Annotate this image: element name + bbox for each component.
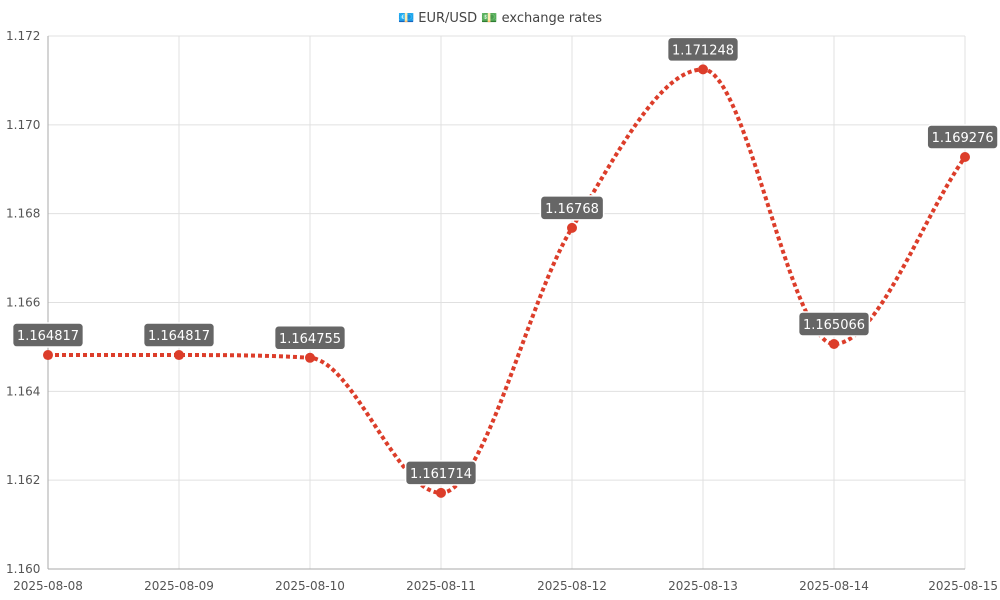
- data-label-box: [797, 311, 871, 337]
- data-label: 1.169276: [926, 124, 999, 150]
- data-label: 1.164817: [142, 322, 216, 348]
- data-label-box: [142, 322, 216, 348]
- data-label-text: 1.169276: [932, 131, 994, 146]
- data-point[interactable]: [960, 151, 970, 162]
- grid: [47, 35, 966, 570]
- series: [43, 64, 970, 498]
- y-tick-label: 1.168: [6, 207, 40, 221]
- x-tick-label: 2025-08-15: [928, 579, 998, 593]
- data-label-text: 1.164755: [279, 332, 341, 347]
- data-point[interactable]: [567, 222, 577, 233]
- data-label-box: [926, 124, 999, 150]
- data-label-box: [666, 36, 740, 63]
- data-label-text: 1.164817: [17, 329, 79, 344]
- x-tick-label: 2025-08-09: [144, 579, 214, 593]
- y-tick-label: 1.164: [6, 384, 40, 398]
- data-label-box: [11, 322, 85, 348]
- y-tick-label: 1.162: [6, 473, 40, 487]
- data-point[interactable]: [698, 64, 708, 75]
- data-point[interactable]: [174, 350, 184, 361]
- data-label-text: 1.16768: [545, 202, 599, 217]
- data-label: 1.161714: [404, 460, 478, 486]
- y-tick-label: 1.160: [6, 562, 40, 576]
- data-label-text: 1.164817: [148, 329, 210, 344]
- data-label-text: 1.165066: [803, 318, 865, 333]
- data-label-text: 1.171248: [672, 43, 734, 58]
- series-line: [48, 67, 967, 495]
- data-label: 1.171248: [666, 36, 740, 63]
- data-label-text: 1.161714: [410, 467, 472, 482]
- y-tick-label: 1.170: [6, 118, 40, 132]
- data-label: 1.164817: [11, 322, 85, 348]
- data-label: 1.16768: [539, 195, 605, 221]
- data-point[interactable]: [305, 352, 315, 363]
- data-label: 1.165066: [797, 311, 871, 337]
- x-tick-label: 2025-08-08: [13, 579, 83, 593]
- data-label: 1.164755: [273, 325, 347, 351]
- data-point[interactable]: [43, 350, 53, 361]
- data-point[interactable]: [436, 487, 446, 498]
- data-label-box: [273, 325, 347, 351]
- x-tick-label: 2025-08-12: [537, 579, 607, 593]
- y-tick-label: 1.166: [6, 296, 40, 310]
- data-point[interactable]: [829, 338, 839, 349]
- data-labels: 1.164817 1.164817 1.164755 1.161714 1.16768 1…: [11, 36, 999, 486]
- data-label-box: [404, 460, 478, 486]
- x-tick-label: 2025-08-14: [799, 579, 869, 593]
- x-tick-label: 2025-08-13: [668, 579, 738, 593]
- data-label-box: [539, 195, 605, 221]
- chart-title: 💶 EUR/USD 💵 exchange rates: [398, 11, 602, 26]
- x-tick-label: 2025-08-10: [275, 579, 345, 593]
- y-tick-label: 1.172: [6, 29, 40, 43]
- axes: 1.160 1.162 1.164 1.166 1.168 1.170 1.172 2025-…: [6, 29, 998, 593]
- x-tick-label: 2025-08-11: [406, 579, 476, 593]
